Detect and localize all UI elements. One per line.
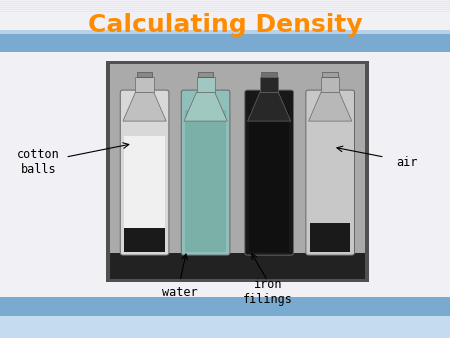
FancyBboxPatch shape: [245, 90, 293, 255]
Bar: [0, 1, 450, 2]
Text: air: air: [396, 156, 418, 169]
Bar: [124, 136, 165, 252]
Bar: [110, 253, 364, 279]
Bar: [110, 64, 364, 279]
Bar: [137, 72, 152, 77]
Polygon shape: [184, 92, 227, 121]
Bar: [261, 72, 277, 77]
Text: Calculating Density: Calculating Density: [88, 13, 362, 38]
Text: cotton
balls: cotton balls: [17, 148, 59, 176]
Bar: [0, 11, 450, 12]
Bar: [249, 111, 289, 252]
Polygon shape: [248, 92, 291, 121]
Bar: [321, 77, 339, 92]
Bar: [0, 7, 450, 8]
Bar: [0, 34, 450, 52]
Bar: [124, 228, 165, 252]
Bar: [197, 77, 215, 92]
Bar: [0, 5, 450, 6]
Bar: [135, 77, 153, 92]
Bar: [323, 72, 338, 77]
FancyBboxPatch shape: [120, 90, 169, 255]
Text: water: water: [162, 286, 198, 299]
Bar: [106, 61, 369, 282]
Polygon shape: [123, 92, 166, 121]
Bar: [185, 111, 226, 252]
FancyBboxPatch shape: [306, 90, 355, 255]
Text: iron
filings: iron filings: [243, 279, 292, 306]
FancyBboxPatch shape: [181, 90, 230, 255]
Bar: [0, 316, 450, 338]
Bar: [260, 77, 278, 92]
Bar: [0, 9, 450, 10]
Bar: [0, 3, 450, 4]
Bar: [0, 30, 450, 34]
Polygon shape: [309, 92, 352, 121]
Bar: [0, 297, 450, 316]
Bar: [198, 72, 213, 77]
Bar: [310, 223, 351, 252]
